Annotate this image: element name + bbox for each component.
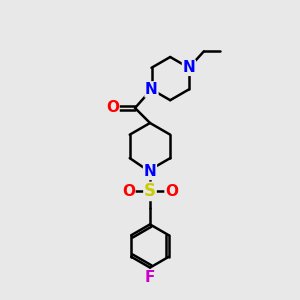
Text: N: N — [182, 60, 195, 75]
Text: F: F — [145, 270, 155, 285]
Text: O: O — [165, 184, 178, 199]
Text: O: O — [122, 184, 135, 199]
Text: S: S — [144, 182, 156, 200]
Text: N: N — [144, 164, 156, 179]
Text: O: O — [106, 100, 119, 116]
Text: N: N — [145, 82, 158, 97]
